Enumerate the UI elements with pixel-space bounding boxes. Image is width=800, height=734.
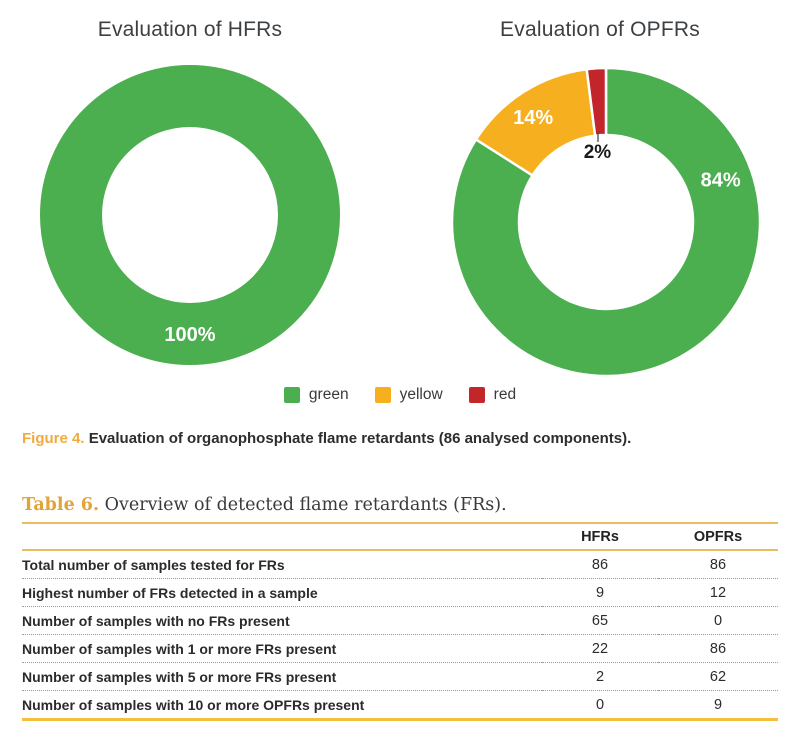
- legend-item-red: red: [468, 386, 517, 404]
- opfrs-slice-label-yellow: 14%: [513, 107, 553, 129]
- legend-swatch-green: [283, 387, 300, 403]
- opfrs-slice-label-green: 84%: [701, 169, 741, 191]
- hfrs-slice-label-green: 100%: [164, 324, 215, 346]
- table-row: Number of samples with no FRs present 65 0: [22, 606, 778, 635]
- legend-label: yellow: [399, 386, 443, 403]
- legend-label: green: [308, 386, 349, 403]
- row-label: Highest number of FRs detected in a samp…: [22, 578, 542, 607]
- value-opfrs: 62: [658, 662, 778, 691]
- value-opfrs: 0: [658, 606, 778, 635]
- value-opfrs: 86: [658, 550, 778, 579]
- value-hfrs: 2: [542, 662, 658, 691]
- value-opfrs: 12: [658, 578, 778, 607]
- value-opfrs: 86: [658, 634, 778, 663]
- figure-caption-label: Figure 4.: [22, 430, 85, 447]
- value-hfrs: 65: [542, 606, 658, 635]
- legend-item-yellow: yellow: [374, 386, 443, 404]
- table-header-row: HFRs OPFRs: [22, 523, 778, 551]
- table-title: Table 6. Overview of detected flame reta…: [22, 494, 778, 516]
- donut-charts: 100% 84% 14% 2%: [40, 65, 762, 378]
- value-hfrs: 22: [542, 634, 658, 663]
- column-header-opfrs: OPFRs: [658, 523, 778, 551]
- table-row: Total number of samples tested for FRs 86…: [22, 550, 778, 579]
- column-header-hfrs: HFRs: [542, 523, 658, 551]
- table-row: Highest number of FRs detected in a samp…: [22, 578, 778, 607]
- chart-legend: green yellow red: [0, 386, 800, 404]
- table-row: Number of samples with 10 or more OPFRs …: [22, 690, 778, 721]
- figure-caption: Figure 4. Evaluation of organophosphate …: [22, 430, 631, 447]
- value-hfrs: 9: [542, 578, 658, 607]
- row-label: Number of samples with 10 or more OPFRs …: [22, 690, 542, 721]
- row-label: Number of samples with 1 or more FRs pre…: [22, 634, 542, 663]
- hfrs-donut-slice-green: [40, 65, 340, 365]
- legend-label: red: [493, 386, 517, 403]
- table-title-label: Table 6.: [22, 495, 100, 515]
- row-label: Number of samples with no FRs present: [22, 606, 542, 635]
- fr-overview-table: HFRs OPFRs Total number of samples teste…: [22, 522, 778, 721]
- row-label: Total number of samples tested for FRs: [22, 550, 542, 579]
- opfrs-donut-slice-green: [450, 66, 762, 378]
- chart-title-opfrs: Evaluation of OPFRs: [500, 18, 700, 41]
- value-hfrs: 86: [542, 550, 658, 579]
- table-section: Table 6. Overview of detected flame reta…: [22, 494, 778, 721]
- value-opfrs: 9: [658, 690, 778, 721]
- opfrs-donut-slice-red: [585, 66, 608, 137]
- figure-caption-text: Evaluation of organophosphate flame reta…: [88, 430, 632, 447]
- legend-item-green: green: [283, 386, 349, 404]
- legend-swatch-yellow: [374, 387, 391, 403]
- column-header-empty: [22, 523, 542, 551]
- row-label: Number of samples with 5 or more FRs pre…: [22, 662, 542, 691]
- chart-title-hfrs: Evaluation of HFRs: [97, 18, 283, 41]
- legend-swatch-red: [468, 387, 485, 403]
- opfrs-slice-label-red: 2%: [584, 142, 612, 163]
- table-row: Number of samples with 5 or more FRs pre…: [22, 662, 778, 691]
- value-hfrs: 0: [542, 690, 658, 721]
- table-title-text: Overview of detected flame retardants (F…: [104, 495, 507, 515]
- table-row: Number of samples with 1 or more FRs pre…: [22, 634, 778, 663]
